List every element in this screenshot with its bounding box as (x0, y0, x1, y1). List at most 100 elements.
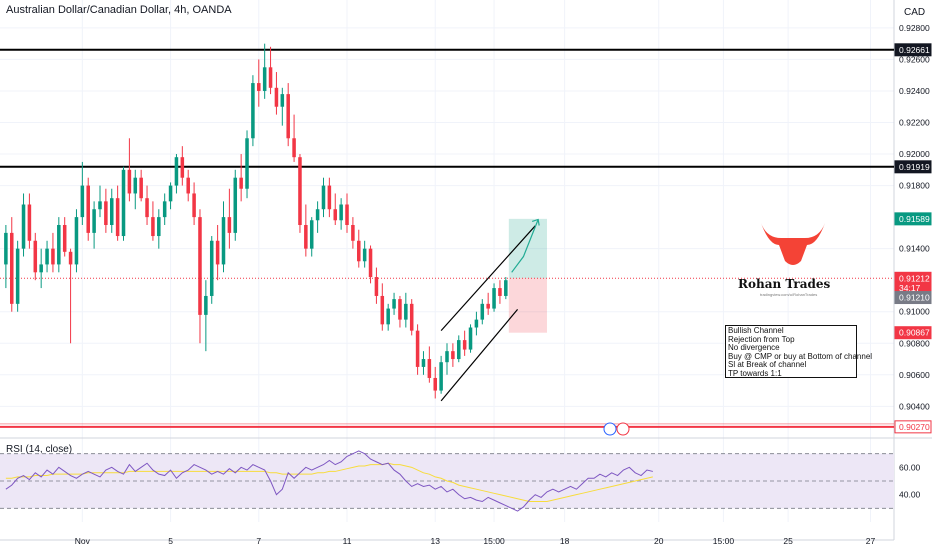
rsi-tick-label: 60.00 (899, 462, 921, 472)
economic-event-icon (616, 422, 630, 436)
candle-body (133, 177, 138, 194)
note-line: No divergence (728, 343, 780, 353)
candle-body (27, 204, 32, 241)
time-tick-label: 5 (168, 536, 173, 546)
candle-body (398, 299, 402, 320)
candle-body (456, 340, 461, 360)
candle-body (298, 157, 302, 225)
price-tag-label: 0.90270 (899, 422, 930, 432)
candle-body (374, 277, 379, 296)
candle-body (280, 94, 285, 107)
candle-body (462, 340, 467, 350)
candle-body (127, 169, 132, 194)
price-tick-label: 0.91400 (899, 244, 930, 254)
candle-body (321, 185, 326, 210)
time-tick-label: 11 (343, 536, 352, 546)
price-tick-label: 0.90800 (899, 338, 930, 348)
candle-body (486, 303, 490, 309)
price-tag-label: 0.91589 (899, 214, 930, 224)
price-tag-box (894, 291, 932, 305)
time-tick-label: 13 (431, 536, 441, 546)
price-tick-label: 0.91800 (899, 181, 930, 191)
channel-upper-line (440, 225, 536, 332)
candle-body (362, 248, 367, 262)
candle-body (221, 217, 226, 265)
time-tick-label: 15:00 (713, 536, 735, 546)
candle-body (315, 209, 320, 221)
price-tag-box (894, 326, 932, 340)
analysis-notes-box[interactable]: Bullish Channel Rejection from Top No di… (725, 325, 873, 378)
candle-body (92, 209, 96, 233)
price-tick-label: 0.92800 (899, 23, 930, 33)
candle-body (286, 94, 290, 139)
price-tag-box (894, 212, 932, 226)
price-tick-label: 0.92200 (899, 118, 930, 128)
price-tick-label: 0.90600 (899, 370, 930, 380)
candle-body (492, 288, 496, 309)
candle-body (368, 248, 373, 278)
candle-body (415, 330, 420, 367)
candle-body (33, 240, 38, 273)
candle-body (21, 204, 26, 249)
target-arrow-head (531, 218, 540, 226)
rsi-line (5, 450, 653, 512)
candle-body (357, 240, 361, 262)
chart-title: Australian Dollar/Canadian Dollar, 4h, O… (6, 4, 232, 16)
note-line: Rejection from Top (728, 334, 795, 344)
channel-lower-line (440, 308, 519, 402)
time-tick-label: 7 (256, 536, 261, 546)
candle-body (198, 217, 202, 315)
note-line: TP towards 1:1 (728, 368, 782, 378)
candle-body (251, 83, 255, 139)
candle-body (68, 251, 73, 265)
candle-body (468, 327, 473, 350)
candle-body (274, 87, 279, 107)
price-tag-box (894, 420, 932, 434)
candle-body (345, 204, 349, 225)
currency-label[interactable]: CAD (904, 7, 926, 18)
candle-body (15, 248, 20, 304)
candle-body (98, 201, 102, 210)
candle-body (445, 351, 449, 363)
candle-body (268, 67, 273, 88)
price-tag-label: 0.92661 (899, 45, 930, 55)
candle-body (421, 359, 426, 367)
candle-body (186, 177, 190, 194)
price-tag-box (894, 43, 932, 57)
candle-body (74, 217, 79, 265)
brand-subtitle: tradingview.com/u/RohanTrades (760, 292, 818, 297)
candle-body (409, 303, 414, 331)
candle-body (209, 240, 214, 296)
candle-body (257, 83, 261, 91)
candle-body (439, 362, 443, 391)
rsi-ma-line (5, 462, 653, 502)
time-tick-label: Nov (75, 536, 91, 546)
candle-body (304, 225, 308, 249)
candle-body (227, 217, 232, 233)
candle-body (333, 209, 338, 221)
price-tag-label: 0.91919 (899, 162, 930, 172)
candle-body (239, 177, 243, 189)
time-tick-label: 20 (654, 536, 664, 546)
candle-body (139, 177, 143, 199)
candle-body (62, 225, 67, 252)
stop-loss-zone (508, 278, 547, 333)
candle-body (57, 225, 61, 265)
price-tick-label: 0.92600 (899, 54, 930, 64)
candle-body (204, 295, 208, 315)
price-tick-label: 0.90400 (899, 401, 930, 411)
candle-body (451, 351, 455, 360)
note-line: Buy @ CMP or buy at Bottom of channel (728, 351, 873, 361)
candle-body (392, 299, 396, 309)
candle-body (168, 185, 173, 202)
price-tick-label: 0.92000 (899, 149, 930, 159)
candle-body (327, 185, 332, 210)
candle-body (104, 201, 108, 225)
candle-body (433, 377, 438, 391)
candle-body (86, 185, 90, 233)
candle-body (145, 198, 149, 218)
note-line: Sl at Break of channel (728, 360, 807, 370)
candle-body (39, 264, 43, 273)
